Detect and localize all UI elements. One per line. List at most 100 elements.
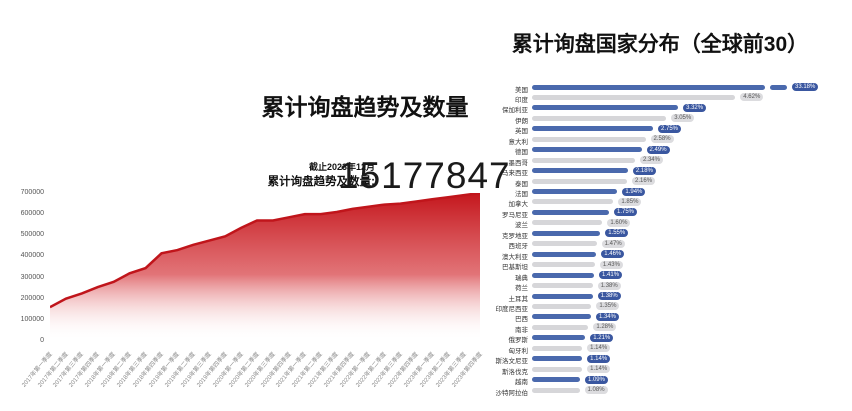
bar [532, 136, 646, 142]
country-label: 斯洛文尼亚 [495, 358, 529, 366]
bar [532, 387, 580, 393]
country-row: 伊朗 3.05% [488, 113, 852, 125]
country-label: 法国 [515, 191, 528, 198]
country-label: 印度尼西亚 [495, 305, 529, 313]
value-pill: 1.38% [597, 281, 621, 290]
value-pill: 2.49% [646, 145, 670, 154]
value-pill: 4.62% [740, 93, 764, 102]
country-row: 俄罗斯 1.21% [488, 333, 852, 344]
value-pill: 2.18% [632, 166, 656, 175]
bar [532, 251, 597, 257]
country-row: 加拿大 1.85% [488, 197, 852, 209]
value-pill: 1.60% [607, 218, 631, 227]
value-pill: 2.34% [639, 156, 663, 165]
value-pill: 2.58% [650, 135, 674, 144]
country-row: 斯洛伐克 1.14% [488, 364, 852, 376]
bar [532, 168, 628, 174]
y-tick: 300000 [20, 273, 44, 281]
value-pill: 1.75% [614, 208, 638, 217]
country-bar-chart: 美国 33.18% 印度 4.62% 保加利亚 3.32% 伊朗 3.05% 英国 2.75% 意大… [488, 82, 852, 402]
value-pill: 3.05% [671, 114, 695, 123]
country-row: 越南 1.09% [488, 375, 852, 387]
country-label: 巴西 [515, 316, 528, 324]
bar [532, 157, 635, 163]
inquiry-trend-area-chart [50, 193, 480, 341]
bar [532, 366, 583, 372]
value-pill: 1.43% [599, 260, 623, 269]
country-label: 斯洛伐克 [502, 368, 528, 376]
country-row: 波兰 1.60% [488, 218, 852, 230]
bar [532, 105, 679, 111]
bar [532, 272, 595, 278]
country-row: 印度 4.62% [488, 92, 852, 104]
bar [532, 94, 736, 100]
country-row: 匈牙利 1.14% [488, 343, 852, 355]
country-row: 巴西 1.34% [488, 312, 852, 324]
country-row: 美国 33.18% [488, 82, 852, 94]
country-label: 英国 [515, 128, 528, 136]
bar [532, 189, 618, 194]
country-row: 斯洛文尼亚 1.14% [488, 354, 852, 366]
bar [532, 335, 586, 341]
bar [532, 220, 603, 226]
y-tick: 200000 [20, 294, 44, 302]
country-row: 沙特阿拉伯 1.08% [488, 385, 852, 397]
country-label: 克罗地亚 [502, 232, 528, 240]
country-label: 加拿大 [508, 201, 529, 209]
bar [532, 126, 653, 132]
country-row: 泰国 2.16% [488, 176, 852, 188]
value-pill: 1.46% [601, 250, 625, 259]
country-label: 波兰 [515, 222, 528, 230]
bar [532, 262, 595, 268]
country-row: 英国 2.75% [488, 124, 852, 136]
value-pill: 3.32% [683, 103, 707, 112]
value-pill: 1.14% [587, 344, 611, 353]
country-row: 土耳其 1.38% [488, 291, 852, 303]
country-label: 土耳其 [508, 295, 529, 303]
value-pill: 1.38% [597, 292, 621, 300]
country-label: 越南 [515, 379, 528, 387]
country-label: 西班牙 [508, 243, 529, 251]
country-label: 澳大利亚 [502, 253, 528, 261]
country-row: 西班牙 1.47% [488, 239, 852, 251]
bar-segment [532, 84, 765, 90]
bar [532, 324, 589, 330]
value-pill: 1.94% [622, 187, 646, 196]
bar [532, 199, 614, 205]
asof-label: 截止2023年12月 [308, 162, 375, 172]
country-label: 罗马尼亚 [502, 211, 528, 219]
bar [532, 115, 667, 121]
country-row: 荷兰 1.38% [488, 281, 852, 292]
country-label: 美国 [515, 86, 528, 94]
area-fill [50, 193, 480, 341]
country-label: 墨西哥 [508, 159, 529, 167]
value-pill: 2.75% [658, 124, 682, 133]
y-tick: 600000 [20, 210, 44, 218]
country-row: 法国 1.94% [488, 187, 852, 198]
value-pill: 1.14% [587, 354, 611, 363]
bar-segment-after-break [770, 84, 787, 90]
country-row: 罗马尼亚 1.75% [488, 207, 852, 219]
value-pill: 1.41% [599, 271, 623, 280]
bar [532, 209, 609, 215]
country-label: 伊朗 [515, 117, 528, 125]
value-pill: 1.14% [587, 365, 611, 374]
country-row: 保加利亚 3.32% [488, 103, 852, 114]
country-label: 沙特阿拉伯 [495, 389, 529, 397]
country-label: 匈牙利 [508, 347, 529, 355]
bar [532, 356, 583, 362]
value-pill: 1.09% [584, 375, 608, 384]
y-tick: 0 [40, 337, 44, 344]
y-tick: 100000 [20, 315, 44, 323]
bar [532, 241, 597, 247]
right-chart-title: 累计询盘国家分布（全球前30） [511, 33, 809, 56]
bar [532, 314, 591, 320]
country-row: 马来西亚 2.18% [488, 166, 852, 177]
country-row: 瑞典 1.41% [488, 270, 852, 282]
country-row: 南非 1.28% [488, 322, 852, 334]
bar [532, 283, 593, 289]
value-pill: 1.08% [584, 386, 608, 395]
country-row: 墨西哥 2.34% [488, 155, 852, 167]
y-tick: 700000 [20, 189, 44, 196]
